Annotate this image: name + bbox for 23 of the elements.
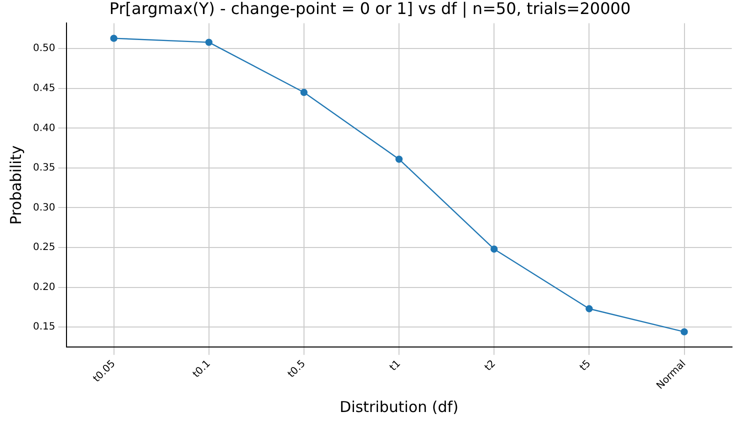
x-tick-label: t5 — [578, 358, 594, 374]
y-tick-label: 0.45 — [33, 83, 56, 94]
point — [110, 34, 118, 42]
point — [395, 156, 403, 163]
point — [300, 88, 308, 96]
x-axis-title: Distribution (df) — [340, 398, 458, 416]
point — [680, 328, 688, 336]
y-tick-label: 0.50 — [33, 43, 56, 54]
y-tick-label: 0.35 — [33, 162, 56, 174]
y-tick-label: 0.30 — [33, 202, 56, 214]
point — [205, 38, 212, 46]
point — [490, 245, 498, 253]
y-tick-label: 0.20 — [33, 282, 56, 293]
point — [586, 305, 593, 312]
x-tick-label: t0.1 — [191, 358, 213, 380]
x-tick-label: t0.5 — [286, 358, 308, 380]
y-tick-label: 0.15 — [33, 322, 56, 333]
y-axis-title: Probability — [6, 145, 25, 225]
y-tick-label: 0.40 — [33, 122, 56, 134]
x-tick-label: t2 — [483, 358, 498, 374]
y-tick-label: 0.25 — [33, 242, 56, 254]
chart-title: Pr[argmax(Y) - change-point = 0 or 1] vs df | n=50, trials=20000 — [109, 0, 631, 18]
x-tick-label: t1 — [388, 358, 403, 374]
